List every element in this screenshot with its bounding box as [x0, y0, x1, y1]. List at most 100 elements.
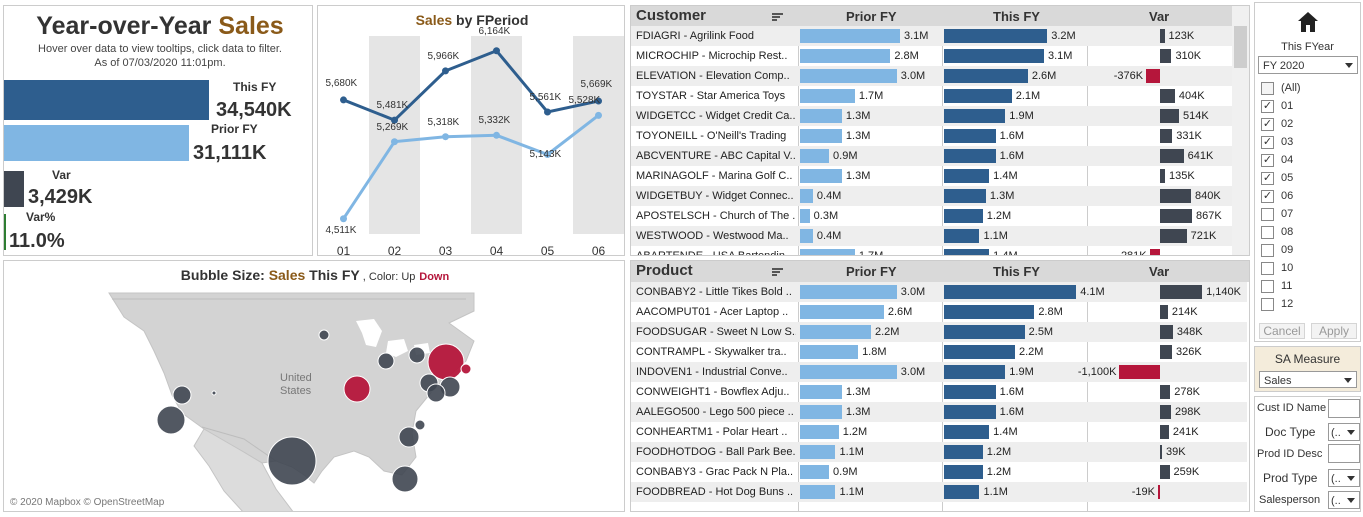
var-bar[interactable] — [1160, 229, 1187, 243]
prior-fy-bar[interactable] — [800, 485, 836, 499]
period-checkbox[interactable] — [1261, 280, 1274, 293]
table-row[interactable]: FOODSUGAR - Sweet N Low S.. 2.2M 2.5M 348K — [631, 322, 1247, 342]
table-row[interactable]: CONBABY2 - Little Tikes Bold .. 3.0M 4.1M 1… — [631, 282, 1247, 302]
this-fy-bar[interactable] — [944, 445, 983, 459]
data-point[interactable] — [340, 96, 347, 104]
prior-fy-bar[interactable] — [800, 249, 855, 255]
data-point[interactable] — [340, 215, 347, 223]
table-row[interactable]: CONTRAMPL - Skywalker tra.. 1.8M 2.2M 326K — [631, 342, 1247, 362]
prior-fy-column-header[interactable]: Prior FY — [846, 9, 897, 24]
prior-fy-bar[interactable] — [800, 365, 897, 379]
var-bar[interactable] — [1160, 325, 1173, 339]
this-fy-bar[interactable] — [944, 229, 980, 243]
var-bar[interactable] — [4, 171, 24, 207]
cancel-button[interactable]: Cancel — [1259, 323, 1305, 339]
period-checkbox[interactable]: ✓ — [1261, 154, 1274, 167]
prior-fy-bar[interactable] — [800, 425, 839, 439]
sort-icon[interactable] — [772, 268, 783, 277]
var-bar[interactable] — [1160, 29, 1165, 43]
series-line[interactable] — [342, 48, 599, 122]
var-bar[interactable] — [1160, 305, 1168, 319]
var-bar[interactable] — [1149, 249, 1160, 255]
prod-type-dropdown[interactable]: (.. — [1328, 469, 1360, 487]
prior-fy-bar[interactable] — [800, 229, 813, 243]
prod-id-input[interactable] — [1328, 444, 1360, 463]
table-row[interactable]: WESTWOOD - Westwood Ma.. 0.4M 1.1M 721K — [631, 226, 1233, 246]
prior-fy-column-header[interactable]: Prior FY — [846, 264, 897, 279]
var-bar[interactable] — [1160, 465, 1170, 479]
table-row[interactable]: TOYSTAR - Star America Toys 1.7M 2.1M 404K — [631, 86, 1233, 106]
table-row[interactable]: CONHEARTM1 - Polar Heart .. 1.2M 1.4M 241K — [631, 422, 1247, 442]
var-bar[interactable] — [1160, 209, 1192, 223]
this-fy-bar[interactable] — [944, 249, 990, 255]
customer-scrollbar[interactable] — [1232, 6, 1249, 255]
prior-fy-bar[interactable] — [800, 345, 859, 359]
period-checkbox[interactable]: ✓ — [1261, 190, 1274, 203]
table-row[interactable]: FOODHOTDOG - Ball Park Bee.. 1.1M 1.2M 39K — [631, 442, 1247, 462]
table-row[interactable]: ELEVATION - Elevation Comp.. 3.0M 2.6M -376… — [631, 66, 1233, 86]
this-fy-bar[interactable] — [944, 29, 1048, 43]
this-fy-bar[interactable] — [944, 345, 1015, 359]
table-row[interactable]: ABCVENTURE - ABC Capital V.. 0.9M 1.6M 641K — [631, 146, 1233, 166]
table-row[interactable]: AALEGO500 - Lego 500 piece .. 1.3M 1.6M 298… — [631, 402, 1247, 422]
this-fy-bar[interactable] — [944, 89, 1012, 103]
var-bar[interactable] — [1160, 89, 1175, 103]
this-fy-bar[interactable] — [944, 189, 986, 203]
data-point[interactable] — [493, 131, 500, 139]
table-row[interactable]: ABARTENDE - USA Bartendin.. 1.7M 1.4M -281K — [631, 246, 1233, 255]
prior-fy-bar[interactable] — [800, 69, 897, 83]
us-map[interactable] — [4, 261, 625, 512]
this-fy-bar[interactable] — [944, 425, 990, 439]
data-point[interactable] — [595, 97, 602, 105]
data-point[interactable] — [442, 67, 449, 75]
period-checkbox[interactable] — [1261, 298, 1274, 311]
var-bar[interactable] — [1160, 189, 1191, 203]
table-row[interactable]: AACOMPUT01 - Acer Laptop .. 2.6M 2.8M 214K — [631, 302, 1247, 322]
this-fy-bar[interactable] — [944, 129, 996, 143]
this-fy-bar[interactable] — [944, 305, 1035, 319]
period-all-checkbox[interactable] — [1261, 82, 1274, 95]
table-row[interactable]: INDOVEN1 - Industrial Conve.. 3.0M 1.9M -1,… — [631, 362, 1247, 382]
apply-button[interactable]: Apply — [1311, 323, 1357, 339]
var-column-header[interactable]: Var — [1149, 9, 1170, 24]
series-line[interactable] — [342, 114, 600, 220]
data-point[interactable] — [391, 116, 398, 124]
data-point[interactable] — [544, 108, 551, 116]
period-checkbox[interactable]: ✓ — [1261, 118, 1274, 131]
period-checkbox[interactable] — [1261, 226, 1274, 239]
data-point[interactable] — [493, 47, 500, 55]
var-column-header[interactable]: Var — [1149, 264, 1170, 279]
prior-fy-bar[interactable] — [800, 305, 884, 319]
period-checkbox[interactable]: ✓ — [1261, 172, 1274, 185]
var-bar[interactable] — [1160, 445, 1162, 459]
table-row[interactable]: WIDGETBUY - Widget Connec.. 0.4M 1.3M 840K — [631, 186, 1233, 206]
this-fy-bar[interactable] — [944, 109, 1006, 123]
var-bar[interactable] — [1146, 69, 1160, 83]
this-fy-bar[interactable] — [944, 149, 996, 163]
cust-id-input[interactable] — [1328, 399, 1360, 418]
this-fy-column-header[interactable]: This FY — [993, 9, 1040, 24]
this-fy-bar[interactable] — [944, 69, 1028, 83]
prior-fy-bar[interactable] — [4, 125, 189, 161]
var-bar[interactable] — [1119, 365, 1160, 379]
this-fy-bar[interactable] — [944, 365, 1006, 379]
prior-fy-bar[interactable] — [800, 129, 842, 143]
map-attribution[interactable]: © 2020 Mapbox © OpenStreetMap — [10, 497, 165, 508]
period-checkbox[interactable] — [1261, 262, 1274, 275]
this-fy-bar[interactable] — [4, 80, 209, 120]
product-column-header[interactable]: Product — [636, 262, 693, 279]
prior-fy-bar[interactable] — [800, 49, 891, 63]
this-fy-column-header[interactable]: This FY — [993, 264, 1040, 279]
customer-column-header[interactable]: Customer — [636, 7, 707, 24]
data-point[interactable] — [391, 138, 398, 146]
prior-fy-bar[interactable] — [800, 149, 830, 163]
this-fy-bar[interactable] — [944, 385, 996, 399]
doc-type-dropdown[interactable]: (.. — [1328, 423, 1360, 441]
salesperson-dropdown[interactable]: (.. — [1328, 491, 1360, 509]
this-fy-bar[interactable] — [944, 325, 1025, 339]
var-bar[interactable] — [1160, 345, 1173, 359]
table-row[interactable]: TOYONEILL - O'Neill's Trading 1.3M 1.6M 331… — [631, 126, 1233, 146]
data-point[interactable] — [442, 133, 449, 141]
this-fy-bar[interactable] — [944, 465, 983, 479]
this-fy-bar[interactable] — [944, 485, 980, 499]
